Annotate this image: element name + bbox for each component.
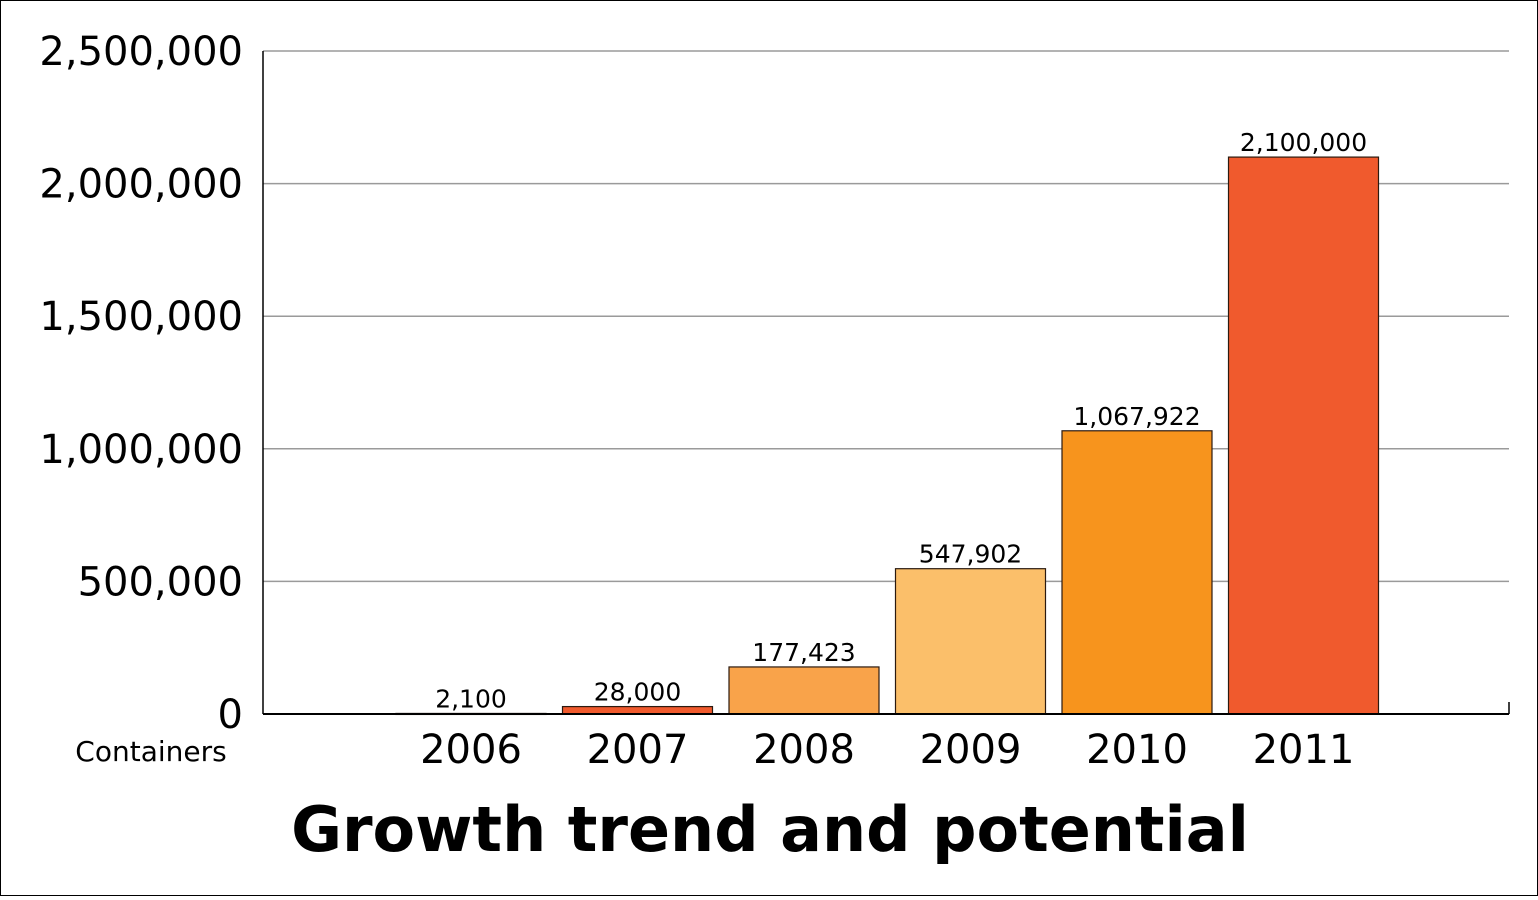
data-label-2007: 28,000 <box>594 678 681 707</box>
data-label-2010: 1,067,922 <box>1073 402 1200 431</box>
axes <box>262 51 1510 715</box>
bars <box>395 156 1380 716</box>
y-tick-labels: 0 500,000 1,000,000 1,500,000 2,000,000 2,500… <box>39 29 243 738</box>
y-tick-label: 500,000 <box>78 559 243 605</box>
y-tick-label: 0 <box>218 692 243 738</box>
x-tick-label-2006: 2006 <box>420 727 522 773</box>
data-labels: 2,100 28,000 177,423 547,902 1,067,922 2,100,… <box>435 128 1367 713</box>
bar-2011 <box>1227 156 1380 715</box>
bar-2009 <box>894 568 1047 715</box>
x-tick-label-2007: 2007 <box>587 727 689 773</box>
y-tick-label: 2,000,000 <box>39 162 243 208</box>
data-label-2006: 2,100 <box>435 684 507 713</box>
data-label-2011: 2,100,000 <box>1240 128 1367 157</box>
chart-title: Growth trend and potential <box>291 793 1249 866</box>
x-tick-label-2011: 2011 <box>1253 727 1355 773</box>
y-tick-label: 1,500,000 <box>39 294 243 340</box>
data-label-2008: 177,423 <box>752 638 855 667</box>
bar-2008 <box>728 666 880 715</box>
bar-2007 <box>561 705 714 715</box>
y-axis-label: Containers <box>75 735 226 768</box>
data-label-2009: 547,902 <box>919 540 1022 569</box>
x-tick-label-2010: 2010 <box>1086 727 1188 773</box>
x-tick-label-2008: 2008 <box>753 727 855 773</box>
x-tick-labels: 2006 2007 2008 2009 2010 2011 <box>420 727 1354 773</box>
bar-2010 <box>1061 430 1213 715</box>
y-tick-label: 2,500,000 <box>39 29 243 75</box>
x-tick-label-2009: 2009 <box>920 727 1022 773</box>
y-tick-label: 1,000,000 <box>39 427 243 473</box>
